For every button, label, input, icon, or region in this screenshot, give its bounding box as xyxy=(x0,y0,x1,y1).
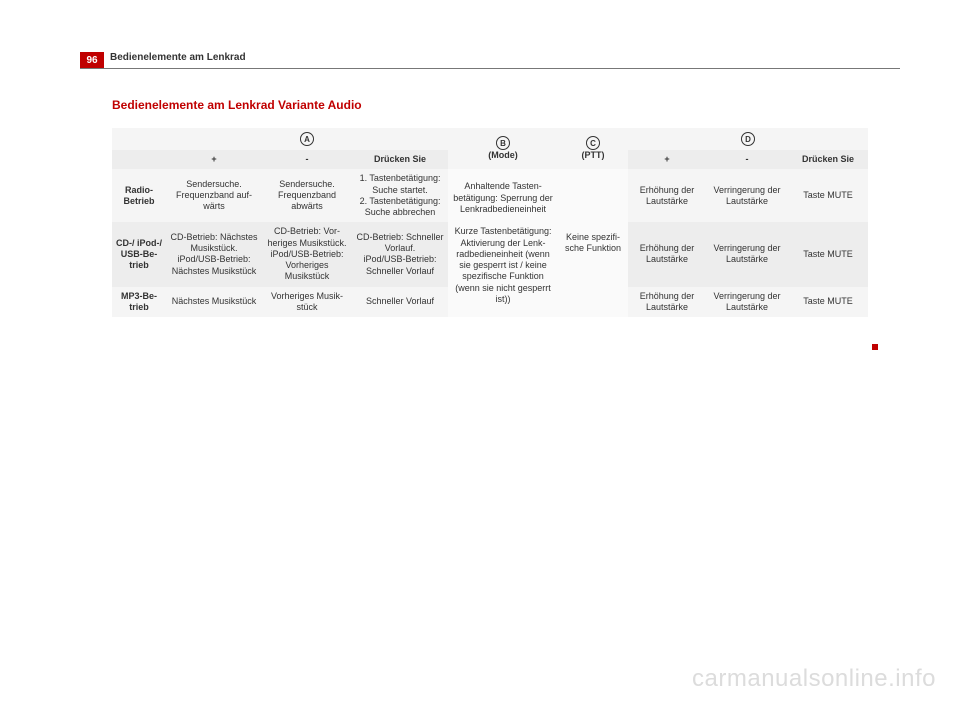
end-mark-icon xyxy=(872,344,878,350)
cell-a-plus: Sendersuche. Frequenzband auf­wärts xyxy=(166,169,262,222)
watermark: carmanualsonline.info xyxy=(692,665,936,693)
col-d-press: Drücken Sie xyxy=(788,150,868,169)
cell-a-press: Schneller Vorlauf xyxy=(352,287,448,318)
header-rule xyxy=(80,68,900,69)
cell-d-minus: Verringerung der Lautstärke xyxy=(706,287,788,318)
table-header-groups: A B (Mode) C (PTT) D xyxy=(112,128,868,150)
col-d-minus: - xyxy=(706,150,788,169)
col-d-plus: + xyxy=(628,150,706,169)
group-d-icon: D xyxy=(741,132,755,146)
group-a-icon: A xyxy=(300,132,314,146)
cell-a-press: 1. Tastenbetäti­gung: Suche star­tet. 2.… xyxy=(352,169,448,222)
cell-a-plus: Nächstes Musik­stück xyxy=(166,287,262,318)
col-a-plus: + xyxy=(166,150,262,169)
running-head: Bedienelemente am Lenkrad xyxy=(110,52,246,63)
group-b-icon: B xyxy=(496,136,510,150)
table-row: Radio-Betrieb Sendersuche. Frequenzband … xyxy=(112,169,868,222)
col-a-minus: - xyxy=(262,150,352,169)
cell-d-minus: Verringerung der Lautstärke xyxy=(706,169,788,222)
cell-a-minus: CD-Betrieb: Vor­heriges Musik­stück. iPo… xyxy=(262,222,352,286)
cell-a-minus: Sendersuche. Frequenzband abwärts xyxy=(262,169,352,222)
cell-d-plus: Erhöhung der Lautstärke xyxy=(628,222,706,286)
page-number-badge: 96 xyxy=(80,52,104,68)
cell-d-press: Taste MUTE xyxy=(788,222,868,286)
group-c-icon: C xyxy=(586,136,600,150)
cell-d-press: Taste MUTE xyxy=(788,287,868,318)
group-b-sub: (Mode) xyxy=(488,150,518,160)
cell-d-press: Taste MUTE xyxy=(788,169,868,222)
cell-a-plus: CD-Betrieb: Nächstes Musik­stück. iPod/U… xyxy=(166,222,262,286)
cell-c-merged: Keine spezifi­sche Funktion xyxy=(558,169,628,317)
row-label: CD-/ iPod-/ USB-Be­trieb xyxy=(112,222,166,286)
cell-d-plus: Erhöhung der Lautstärke xyxy=(628,169,706,222)
row-label: Radio-Betrieb xyxy=(112,169,166,222)
col-a-press: Drücken Sie xyxy=(352,150,448,169)
row-label: MP3-Be­trieb xyxy=(112,287,166,318)
section-title: Bedienelemente am Lenkrad Variante Audio xyxy=(112,98,362,112)
cell-a-minus: Vorheriges Musik­stück xyxy=(262,287,352,318)
group-c-sub: (PTT) xyxy=(582,150,605,160)
cell-d-minus: Verringerung der Lautstärke xyxy=(706,222,788,286)
cell-b-merged: Anhaltende Tasten­betätigung: Sperrung d… xyxy=(448,169,558,317)
controls-table: A B (Mode) C (PTT) D + - Drücken Sie + -… xyxy=(112,128,868,317)
cell-a-press: CD-Betrieb: Schnel­ler Vorlauf. iPod/USB… xyxy=(352,222,448,286)
cell-d-plus: Erhöhung der Lautstärke xyxy=(628,287,706,318)
